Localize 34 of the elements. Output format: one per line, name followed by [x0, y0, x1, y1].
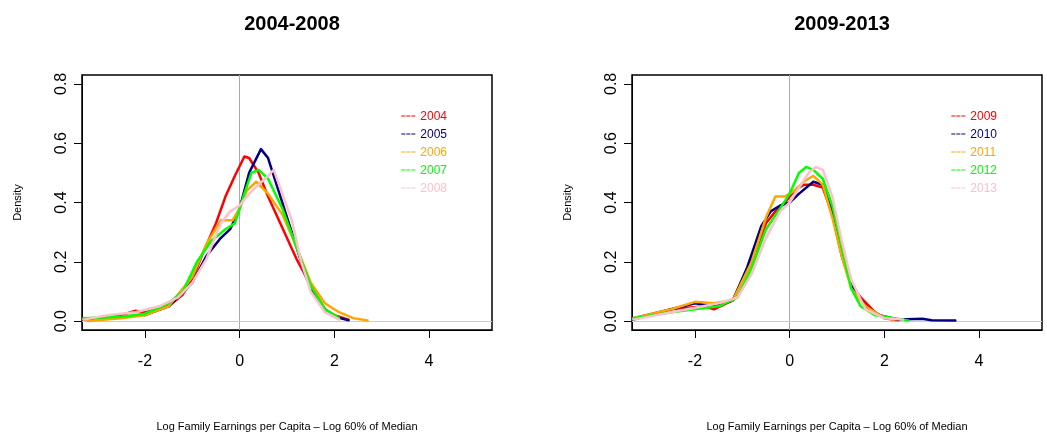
- x-tick-label: 4: [974, 351, 984, 369]
- y-tick-label: 0.8: [51, 72, 69, 96]
- y-tick-label: 0.8: [601, 72, 619, 96]
- y-tick-label: 0.0: [601, 309, 619, 333]
- legend-label: 2009: [970, 109, 998, 123]
- y-tick-label: 0.6: [51, 131, 69, 155]
- y-tick-label: 0.0: [51, 309, 69, 333]
- y-tick-label: 0.2: [51, 250, 69, 273]
- chart-title: 2009-2013: [794, 12, 890, 34]
- x-tick-label: 0: [785, 351, 795, 369]
- legend-label: 2007: [420, 163, 448, 177]
- x-axis-title: Log Family Earnings per Capita – Log 60% of Median: [706, 419, 968, 432]
- x-tick-label: 2: [879, 351, 889, 369]
- x-tick-label: 4: [424, 351, 434, 369]
- y-tick-label: 0.4: [51, 191, 69, 214]
- y-tick-label: 0.6: [601, 131, 619, 155]
- legend-label: 2004: [420, 109, 448, 123]
- x-tick-label: -2: [137, 351, 153, 369]
- chart-title: 2004-2008: [244, 12, 340, 34]
- legend-label: 2012: [970, 163, 998, 177]
- y-axis-title: Density: [560, 183, 573, 221]
- x-tick-label: 0: [235, 351, 245, 369]
- y-axis-title: Density: [10, 183, 23, 221]
- legend-label: 2013: [970, 181, 998, 195]
- legend-label: 2008: [420, 181, 448, 195]
- y-tick-label: 0.4: [601, 191, 619, 214]
- legend-label: 2006: [420, 145, 448, 159]
- x-tick-label: 2: [329, 351, 339, 369]
- legend-label: 2010: [970, 127, 998, 141]
- legend-label: 2005: [420, 127, 448, 141]
- legend-label: 2011: [970, 145, 997, 159]
- x-axis-title: Log Family Earnings per Capita – Log 60% of Median: [156, 419, 418, 432]
- y-tick-label: 0.2: [601, 250, 619, 273]
- x-tick-label: -2: [687, 351, 703, 369]
